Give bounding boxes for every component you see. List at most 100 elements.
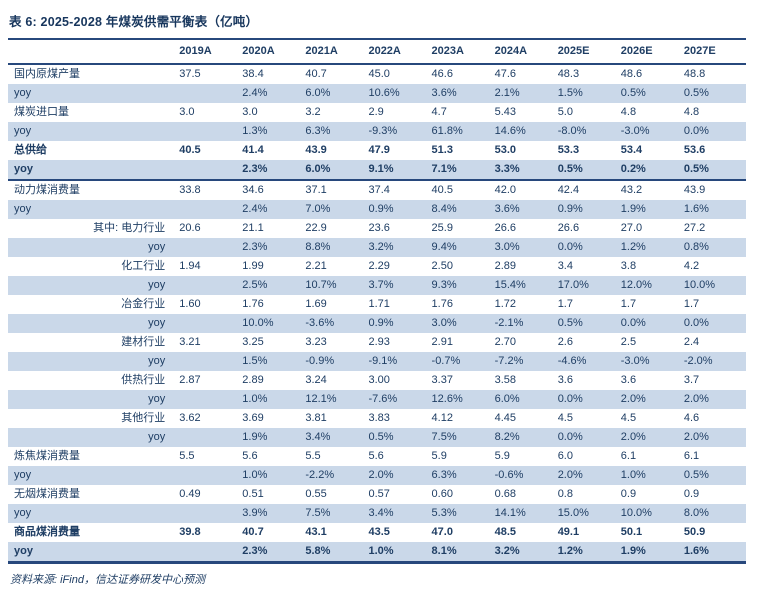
value-cell: 2.0% [619, 428, 683, 447]
header-cell-blank [8, 39, 179, 65]
value-cell: 22.9 [305, 222, 327, 234]
value-cell: 43.9 [682, 179, 746, 200]
header-cell-year: 2022A [367, 39, 431, 65]
row-label: 冶金行业 [121, 298, 166, 310]
value-cell: 6.0% [304, 160, 368, 180]
value-cell: 4.5 [557, 412, 573, 424]
value-cell: -0.6% [493, 466, 557, 485]
value-cell: 0.68 [494, 488, 517, 500]
value-cell: 3.6 [620, 374, 637, 386]
value-cell: 3.4% [304, 428, 368, 447]
value-cell: 3.6 [557, 374, 573, 386]
value-cell: 15.0% [556, 504, 620, 523]
value-cell: 0.60 [431, 488, 453, 500]
value-cell: 4.8 [683, 106, 700, 118]
value-cell: 4.45 [494, 412, 517, 424]
value-cell: 47.9 [368, 144, 390, 156]
value-cell: 23.6 [368, 222, 390, 234]
row-label: yoy [8, 160, 179, 180]
value-cell: 5.9 [494, 450, 510, 462]
table-row: 动力煤消费量 33.8 34.6 37.1 37.4 40.5 42.0 42.4 43.2 43… [8, 179, 746, 200]
value-cell: 53.4 [620, 144, 643, 156]
value-cell: 2.93 [368, 336, 390, 348]
value-cell: -3.6% [304, 314, 368, 333]
row-label: yoy [8, 352, 179, 371]
value-cell: 1.94 [179, 260, 201, 272]
value-cell: 3.23 [305, 336, 327, 348]
row-label: 其他行业 [121, 412, 166, 424]
table-row: yoy 2.4% 6.0% 10.6% 3.6% 2.1% 1.5% 0.5% 0.5% [8, 84, 746, 103]
row-label: yoy [8, 314, 179, 333]
value-cell: 3.24 [305, 374, 327, 386]
value-cell: 0.8 [557, 488, 573, 500]
value-cell: 2.87 [179, 374, 201, 386]
value-cell: 41.4 [242, 144, 264, 156]
value-cell: 37.1 [304, 179, 368, 200]
value-cell: -7.2% [493, 352, 557, 371]
row-label: yoy [8, 238, 179, 257]
value-cell: 0.5% [619, 84, 683, 103]
value-cell: 3.00 [368, 374, 390, 386]
value-cell: 3.4% [367, 504, 431, 523]
row-label: yoy [8, 200, 179, 219]
value-cell: 3.25 [242, 336, 264, 348]
value-cell: 1.9% [619, 542, 683, 563]
value-cell: 2.0% [682, 390, 746, 409]
value-cell: 0.9% [556, 200, 620, 219]
value-cell: 0.5% [682, 160, 746, 180]
value-cell: 0.57 [368, 488, 390, 500]
value-cell: -0.9% [304, 352, 368, 371]
value-cell: 1.3% [241, 122, 305, 141]
header-cell-year: 2023A [430, 39, 494, 65]
value-cell: 1.9% [241, 428, 305, 447]
value-cell: 1.71 [368, 298, 390, 310]
value-cell: 3.2% [367, 238, 431, 257]
value-cell: 4.2 [683, 260, 700, 272]
value-cell: 43.1 [305, 526, 327, 538]
value-cell: 3.4 [557, 260, 573, 272]
row-label: yoy [8, 466, 179, 485]
value-cell: 7.5% [304, 504, 368, 523]
value-cell: 8.4% [430, 200, 494, 219]
value-cell: 1.2% [556, 542, 620, 563]
row-label: yoy [8, 428, 179, 447]
value-cell: 45.0 [368, 68, 390, 80]
value-cell: 10.6% [367, 84, 431, 103]
value-cell: 6.0 [557, 450, 573, 462]
value-cell: 2.4% [241, 84, 305, 103]
value-cell: 2.0% [556, 466, 620, 485]
value-cell: 26.6 [494, 222, 517, 234]
value-cell: 12.0% [619, 276, 683, 295]
value-cell: 2.91 [431, 336, 453, 348]
value-cell: 1.2% [619, 238, 683, 257]
value-cell: 0.0% [556, 428, 620, 447]
value-cell: 4.5 [620, 412, 637, 424]
value-cell [178, 428, 242, 447]
source-note: 资料来源: iFind，信达证券研发中心预测 [10, 574, 205, 586]
row-label: yoy [8, 122, 179, 141]
value-cell [178, 504, 242, 523]
row-label: 商品煤消费量 [14, 526, 80, 538]
row-label: yoy [8, 542, 179, 563]
value-cell: 53.3 [557, 144, 580, 156]
value-cell: 10.7% [304, 276, 368, 295]
row-label: yoy [8, 504, 179, 523]
value-cell: 5.8% [304, 542, 368, 563]
value-cell: 1.6% [682, 200, 746, 219]
value-cell [178, 314, 242, 333]
header-cell-year: 2026E [619, 39, 683, 65]
table-title: 表 6: 2025-2028 年煤炭供需平衡表（亿吨） [9, 15, 259, 29]
value-cell: 43.2 [619, 179, 683, 200]
value-cell: -9.3% [367, 122, 431, 141]
value-cell: 2.3% [241, 542, 305, 563]
table-row: 国内原煤产量 37.5 38.4 40.7 45.0 46.6 47.6 48.3 48.6 48… [8, 64, 746, 84]
value-cell: 3.8 [620, 260, 637, 272]
value-cell: 40.7 [305, 68, 327, 80]
value-cell: 0.0% [682, 314, 746, 333]
value-cell [178, 276, 242, 295]
table-row: yoy 2.3% 8.8% 3.2% 9.4% 3.0% 0.0% 1.2% 0.8% [8, 238, 746, 257]
value-cell: 3.7% [367, 276, 431, 295]
value-cell: 48.6 [620, 68, 643, 80]
value-cell: 1.6% [682, 542, 746, 563]
value-cell: 8.1% [430, 542, 494, 563]
